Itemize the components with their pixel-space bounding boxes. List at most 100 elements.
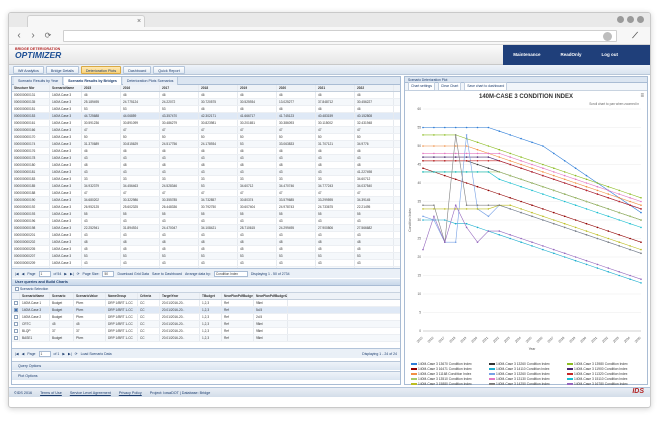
table-row[interactable]: BLQP 37 37 DRP 1/BRT 1-CC CC 20.01/2016-20.. 1… (12, 328, 400, 335)
table-row[interactable]: 000000000193 140M-Case 3 55 55 55 55 55 55 55 55 (12, 211, 400, 218)
table-row[interactable]: 000000000170 140M-Case 3 50 50 50 50 50 50 50 50 (12, 134, 400, 141)
subtab-plot-scenarios[interactable]: Deterioration Plots Scenarios (122, 77, 179, 85)
legend-item[interactable]: 140M-Case 3 16780 Condition Index (567, 382, 639, 386)
column-header[interactable]: 2022 (355, 85, 394, 91)
column-header[interactable]: ScenarioName (20, 293, 50, 299)
column-header[interactable]: NameGroup (106, 293, 138, 299)
table-row[interactable]: 140M-Case 2 Budget Pfvm DRP 1/BRT 1-CC CC 20.… (12, 314, 400, 321)
browser-tab[interactable]: × (27, 15, 145, 27)
extension-icon[interactable]: ⟋ (632, 31, 638, 40)
page-input[interactable]: 1 (38, 270, 51, 277)
refresh-icon[interactable]: ⟳ (76, 271, 80, 276)
row-checkbox[interactable] (14, 322, 18, 327)
column-header[interactable]: Scenario (50, 293, 74, 299)
back-icon[interactable]: ‹ (17, 30, 21, 41)
column-header[interactable]: 2015 (82, 85, 121, 91)
window-close-icon[interactable] (637, 16, 644, 23)
table-row[interactable]: 000000000207 140M-Case 3 53 53 53 53 53 53 53 53 (12, 253, 400, 260)
page-size-select[interactable]: 50 (102, 270, 115, 277)
column-header[interactable]: ScenarioName (50, 85, 82, 91)
legend-item[interactable]: 140M-Case 3 13670 Condition Index (411, 362, 483, 366)
table-row[interactable]: 000000000183 140M-Case 3 33 33 33 33 33 33 33 34.… (12, 176, 400, 183)
table-row[interactable]: 000000000201 140M-Case 3 43 43 43 43 43 43 43 43 (12, 232, 400, 239)
legend-item[interactable]: 140M-Case 3 14250 Condition Index (489, 382, 561, 386)
column-header[interactable]: 2016 (121, 85, 160, 91)
table-row[interactable]: 000000000153 140M-Case 3 44.725688 44.06859… (12, 113, 400, 120)
tab-deterioration-plots[interactable]: Deterioration Plots (80, 65, 122, 74)
column-header[interactable]: TargetYear (160, 293, 200, 299)
clear-chart-button[interactable]: Clear Chart (437, 82, 462, 91)
row-checkbox[interactable] (14, 315, 18, 320)
legend-item[interactable]: 140M-Case 3 11320 Condition Index (567, 372, 639, 376)
prev-page-icon[interactable]: ◀ (21, 271, 25, 276)
page-input[interactable]: 1 (38, 350, 51, 357)
column-header[interactable]: Structure Nbr (12, 85, 50, 91)
table-row[interactable]: 000000000135 140M-Case 3 25.189495 24.77512… (12, 99, 400, 106)
table-row[interactable]: 000000000161 140M-Case 3 30.591236 30.89109… (12, 120, 400, 127)
legend-item[interactable]: 140M-Case 3 15880 Condition Index (411, 382, 483, 386)
row-checkbox[interactable] (14, 329, 18, 334)
column-header[interactable]: 2018 (199, 85, 238, 91)
arrange-select[interactable]: Condition Index (213, 270, 248, 277)
table-row[interactable]: 000000000178 140M-Case 3 43 43 43 43 43 43 43 43 (12, 155, 400, 162)
nav-maintenance[interactable]: Maintenance (503, 45, 551, 65)
first-page-icon[interactable]: |◀ (15, 351, 19, 356)
select-all-checkbox[interactable] (15, 287, 19, 292)
column-header[interactable]: 2017 (160, 85, 199, 91)
table-row[interactable]: 000000000190 140M-Case 3 34.680202 30.32298… (12, 197, 400, 204)
legend-item[interactable]: 140M-Case 3 13130 Condition Index (489, 377, 561, 381)
table-row[interactable]: 000000000180 140M-Case 3 48 48 48 48 48 48 48 48 (12, 162, 400, 169)
table-row[interactable]: 000000000188 140M-Case 3 47 47 47 47 47 47 47 47 (12, 190, 400, 197)
minimize-icon[interactable] (617, 16, 624, 23)
subtab-by-bridges[interactable]: Scenario Results by Bridges (64, 77, 122, 85)
tab-dashboard[interactable]: Dashboard (123, 65, 152, 74)
menu-icon[interactable]: ≡ (640, 93, 644, 99)
sla-link[interactable]: Service Level Agreement (69, 390, 111, 395)
legend-item[interactable]: 140M-Case 3 13510 Condition Index (411, 377, 483, 381)
save-dashboard-button[interactable]: Save to Dashboard (152, 271, 182, 276)
prev-page-icon[interactable]: ◀ (21, 351, 25, 356)
column-header[interactable] (12, 293, 20, 299)
table-row[interactable]: 000000000166 140M-Case 3 47 47 47 47 47 47 47 47 (12, 127, 400, 134)
download-grid-button[interactable]: Download Grid Data (117, 271, 149, 276)
reload-icon[interactable]: ⟳ (44, 31, 52, 40)
nav-readonly[interactable]: ReadOnly (550, 45, 592, 65)
column-header[interactable]: 2019 (238, 85, 277, 91)
table-row[interactable]: BASE1 Budget Pfvm DRP 1/BRT 1-CC CC 20.01/201… (12, 335, 400, 342)
table-row[interactable]: 140M-Case 1 Budget Pfvm DRP 1/BRT 1-CC CC 20.… (12, 300, 400, 307)
table-row[interactable]: 000000000185 140M-Case 3 34.932379 34.45646… (12, 183, 400, 190)
legend-item[interactable]: 140M-Case 3 11168 Condition Index (411, 372, 483, 376)
table-row[interactable]: 000000000209 140M-Case 3 43 43 43 43 43 43 43 43 (12, 260, 400, 267)
table-row[interactable]: 000000000202 140M-Case 3 48 48 48 48 48 48 48 48 (12, 239, 400, 246)
column-header[interactable]: 2020 (277, 85, 316, 91)
table-row[interactable]: 000000000174 140M-Case 3 31.370689 30.81562… (12, 141, 400, 148)
table-row[interactable]: 000000000198 140M-Case 3 22.252941 31.89492… (12, 225, 400, 232)
column-header[interactable]: Criteria (138, 293, 160, 299)
privacy-link[interactable]: Privacy Policy (118, 390, 142, 395)
first-page-icon[interactable]: |◀ (15, 271, 19, 276)
chart-settings-button[interactable]: Chart settings (408, 82, 435, 91)
maximize-icon[interactable] (627, 16, 634, 23)
query-options-accordion[interactable]: Query Options (12, 361, 400, 370)
table-row[interactable]: 000000000151 140M-Case 3 53 53 53 46 46 46 46 46 (12, 106, 400, 113)
address-bar[interactable] (63, 30, 617, 42)
row-checkbox[interactable] (14, 336, 18, 341)
column-header[interactable]: NearPlanPdfBudget (224, 293, 254, 299)
tab-wif-analytics[interactable]: Wif Analytics (13, 65, 44, 74)
table-row[interactable]: 000000000196 140M-Case 3 43 43 43 43 43 43 43 43 (12, 218, 400, 225)
table-row[interactable]: 140M-Case 3 Budget Pfvm DRP 1/BRT 1-CC CC 20.… (12, 307, 400, 314)
last-page-icon[interactable]: ▶| (70, 271, 74, 276)
next-page-icon[interactable]: ▶ (62, 351, 66, 356)
legend-item[interactable]: 140M-Case 3 11900 Condition Index (567, 367, 639, 371)
terms-link[interactable]: Terms of Use (40, 390, 62, 395)
table-row[interactable]: 000000000131 140M-Case 3 46 46 46 46 46 46 46 46 (12, 92, 400, 99)
last-page-icon[interactable]: ▶| (68, 351, 72, 356)
close-icon[interactable]: × (136, 18, 142, 25)
table-row[interactable]: 000000000192 140M-Case 3 26.952125 25.60232… (12, 204, 400, 211)
bookmark-icon[interactable] (603, 32, 612, 41)
column-header[interactable]: ScenarioValue (74, 293, 106, 299)
legend-item[interactable]: 140M-Case 3 13260 Condition Index (489, 372, 561, 376)
tab-bridge-details[interactable]: Bridge Details (45, 65, 79, 74)
